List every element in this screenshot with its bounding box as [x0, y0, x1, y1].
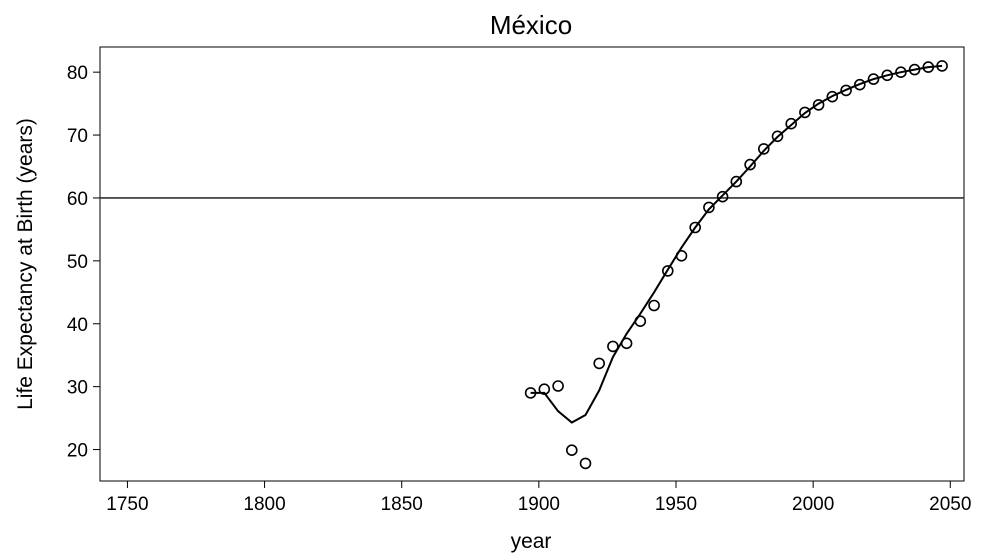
data-point	[771, 130, 784, 143]
x-tick-label: 2050	[929, 494, 971, 515]
chart-title: México	[490, 10, 572, 40]
x-tick-label: 1900	[518, 494, 560, 515]
y-tick-label: 40	[67, 315, 88, 336]
data-point	[648, 299, 660, 312]
x-tick-label: 1950	[655, 494, 697, 515]
data-point	[744, 158, 756, 171]
x-tick-label: 1850	[381, 494, 423, 515]
data-point	[620, 337, 633, 350]
x-tick-label: 1750	[106, 494, 148, 515]
y-tick-label: 70	[67, 126, 88, 147]
y-axis-ticks: 20 30 40 50 60 70 80	[67, 63, 100, 462]
data-point	[853, 78, 866, 91]
data-point	[538, 383, 551, 396]
data-point	[634, 315, 647, 328]
data-point	[607, 340, 619, 353]
data-point	[757, 143, 770, 155]
x-tick-label: 1800	[243, 494, 285, 515]
data-point	[716, 190, 729, 203]
data-point	[785, 117, 798, 130]
data-point	[661, 265, 674, 277]
data-point	[799, 106, 811, 119]
data-point	[867, 73, 880, 85]
data-point	[908, 63, 921, 76]
y-axis-label: Life Expectancy at Birth (years)	[14, 118, 37, 410]
data-point	[881, 69, 894, 82]
x-axis-label: year	[511, 530, 552, 553]
data-point	[565, 444, 578, 457]
data-point	[895, 66, 907, 78]
data-point	[689, 221, 702, 234]
plot-frame	[99, 46, 965, 482]
series-line	[530, 64, 943, 424]
x-tick-label: 2000	[792, 494, 834, 515]
data-point	[936, 60, 948, 72]
y-tick-label: 80	[67, 63, 88, 84]
data-point	[552, 380, 564, 392]
x-axis-ticks: 1750 1800 1850 1900 1950 2000 2050	[106, 481, 971, 515]
data-point	[703, 201, 715, 214]
data-point	[826, 90, 839, 103]
fitted-line-layer	[530, 64, 943, 424]
data-point	[840, 84, 852, 97]
data-point	[675, 250, 688, 262]
data-points-layer	[524, 60, 948, 470]
y-tick-label: 30	[67, 378, 88, 399]
data-point	[922, 61, 935, 73]
y-tick-label: 20	[67, 441, 88, 462]
data-point	[730, 175, 743, 188]
y-tick-label: 60	[67, 189, 88, 210]
data-point	[579, 457, 592, 470]
data-point	[524, 387, 537, 399]
data-point	[593, 357, 606, 370]
data-point	[812, 99, 825, 111]
y-tick-label: 50	[67, 252, 88, 273]
